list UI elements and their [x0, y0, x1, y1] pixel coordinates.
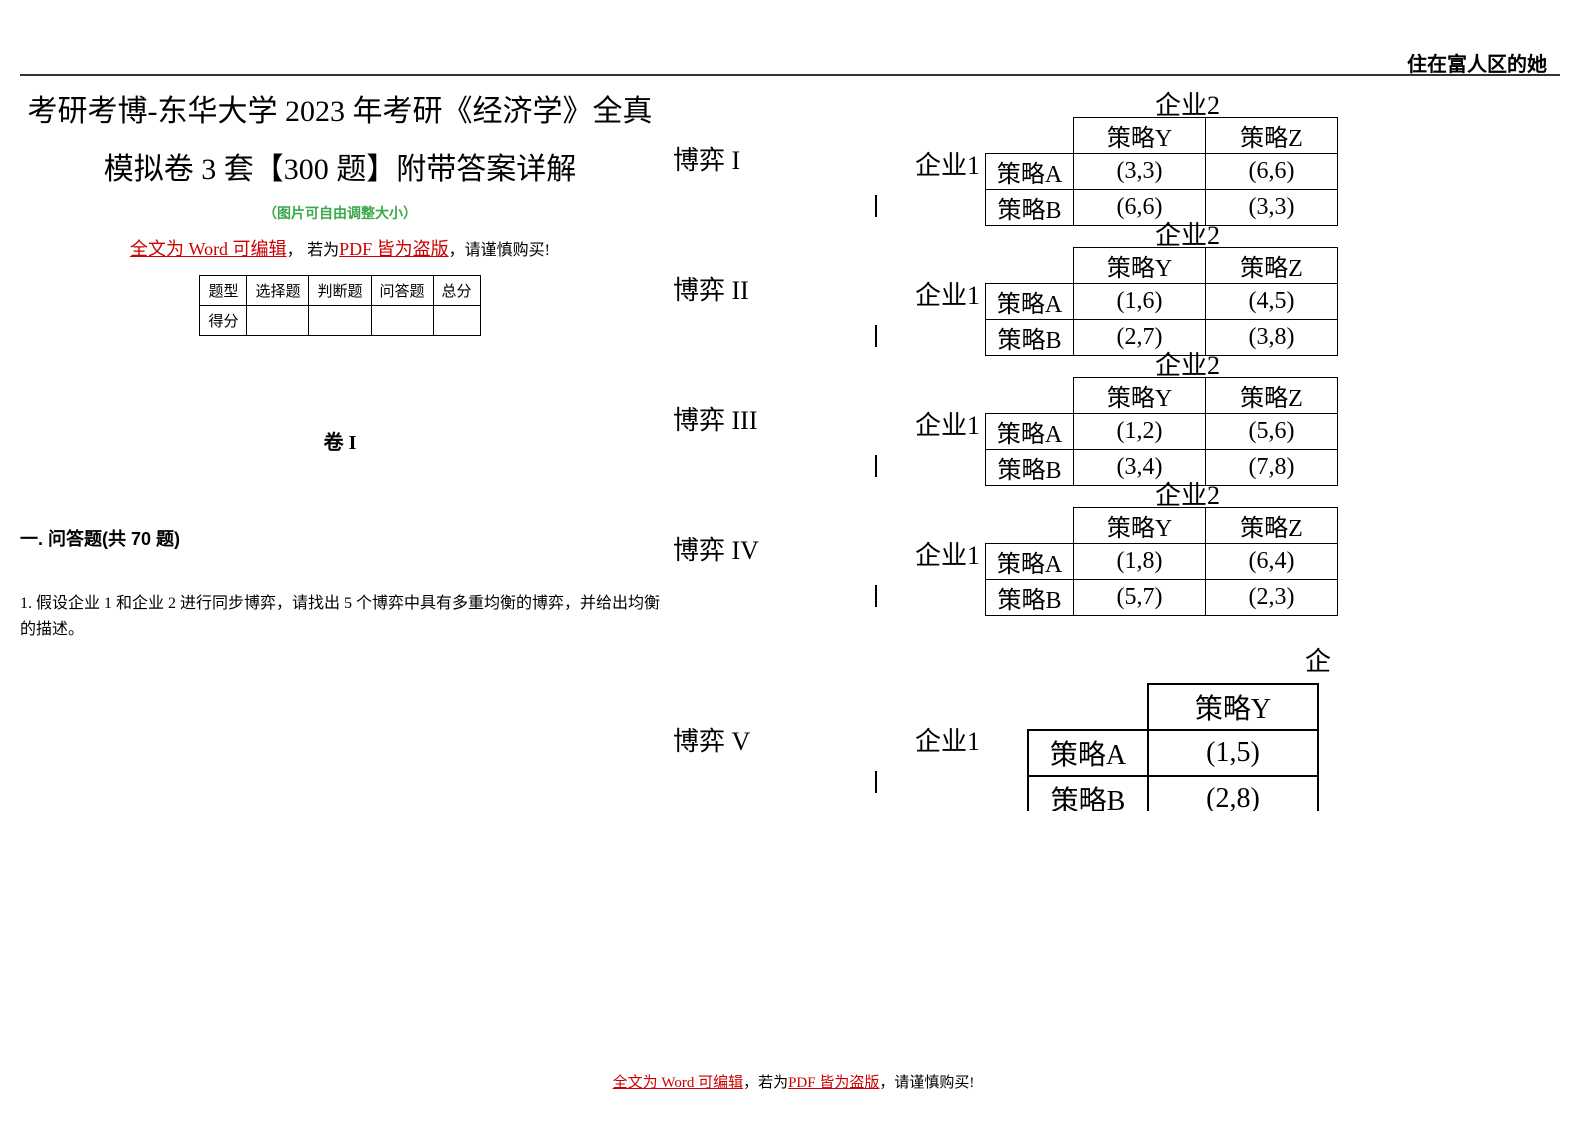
- score-blank-4: [433, 306, 480, 336]
- subtitle-green: （图片可自由调整大小）: [20, 203, 660, 223]
- g4-row-b: 策略B: [986, 580, 1074, 616]
- score-header-row: 题型 选择题 判断题 问答题 总分: [200, 276, 480, 306]
- warn-comma: ，: [287, 242, 303, 259]
- right-column: 博弈 I 企业1 企业2 策略Y策略Z 策略A(3,3)(6,6) 策略B(6,…: [665, 85, 1585, 811]
- left-column: 考研考博-东华大学 2023 年考研《经济学》全真 模拟卷 3 套【300 题】…: [20, 85, 660, 642]
- g2-az: (4,5): [1206, 284, 1338, 320]
- g2-col-z: 策略Z: [1206, 248, 1338, 284]
- g1-row-a: 策略A: [986, 154, 1074, 190]
- game-block-5: 博弈 V 企业1 企 策略Y 策略A(1,5) 策略B(2,8): [665, 641, 1585, 811]
- firm1-label-5: 企业1: [915, 721, 980, 758]
- warn-part2a: 若为: [307, 242, 339, 259]
- g2-row-a: 策略A: [986, 284, 1074, 320]
- payoff-table-4: 策略Y策略Z 策略A(1,8)(6,4) 策略B(5,7)(2,3): [985, 507, 1338, 616]
- divider-5: [875, 771, 877, 793]
- firm1-label-2: 企业1: [915, 275, 980, 312]
- score-h2: 判断题: [309, 276, 371, 306]
- divider-3: [875, 455, 877, 477]
- score-value-row: 得分: [200, 306, 480, 336]
- g3-col-z: 策略Z: [1206, 378, 1338, 414]
- g4-ay: (1,8): [1074, 544, 1206, 580]
- divider-1: [875, 195, 877, 217]
- payoff-table-2: 策略Y策略Z 策略A(1,6)(4,5) 策略B(2,7)(3,8): [985, 247, 1338, 356]
- score-blank-1: [247, 306, 309, 336]
- g4-by: (5,7): [1074, 580, 1206, 616]
- payoff-table-1: 策略Y策略Z 策略A(3,3)(6,6) 策略B(6,6)(3,3): [985, 117, 1338, 226]
- g2-ay: (1,6): [1074, 284, 1206, 320]
- g1-col-z: 策略Z: [1206, 118, 1338, 154]
- game-label-5: 博弈 V: [673, 721, 750, 758]
- firm1-label-4: 企业1: [915, 535, 980, 572]
- g5-row-b: 策略B: [1028, 776, 1148, 811]
- header-note: 住在富人区的她: [1407, 48, 1547, 77]
- g4-bz: (2,3): [1206, 580, 1338, 616]
- score-h1: 选择题: [247, 276, 309, 306]
- payoff-table-5: 策略Y 策略A(1,5) 策略B(2,8): [1027, 683, 1319, 811]
- score-table: 题型 选择题 判断题 问答题 总分 得分: [199, 275, 480, 336]
- footer-p1: 全文为 Word 可编辑: [613, 1075, 743, 1091]
- warn-tail: ，请谨慎购买!: [449, 242, 550, 259]
- game-block-4: 博弈 IV 企业1 企业2 策略Y策略Z 策略A(1,8)(6,4) 策略B(5…: [665, 475, 1585, 605]
- warn-part2: PDF 皆为盗版: [339, 239, 449, 259]
- g1-col-y: 策略Y: [1074, 118, 1206, 154]
- score-h0: 题型: [200, 276, 247, 306]
- g5-by: (2,8): [1148, 776, 1318, 811]
- score-h4: 总分: [433, 276, 480, 306]
- g3-row-a: 策略A: [986, 414, 1074, 450]
- divider-4: [875, 585, 877, 607]
- game-label-4: 博弈 IV: [673, 530, 759, 567]
- question-1: 1. 假设企业 1 和企业 2 进行同步博弈，请找出 5 个博弈中具有多重均衡的…: [20, 591, 660, 642]
- volume-label: 卷 I: [20, 426, 660, 455]
- score-blank-2: [309, 306, 371, 336]
- score-blank-3: [371, 306, 433, 336]
- header-rule: [20, 74, 1560, 76]
- g3-az: (5,6): [1206, 414, 1338, 450]
- footer-tail: ，请谨慎购买!: [879, 1075, 974, 1091]
- g3-ay: (1,2): [1074, 414, 1206, 450]
- firm1-label-1: 企业1: [915, 145, 980, 182]
- game-block-2: 博弈 II 企业1 企业2 策略Y策略Z 策略A(1,6)(4,5) 策略B(2…: [665, 215, 1585, 345]
- g1-ay: (3,3): [1074, 154, 1206, 190]
- footer-warning: 全文为 Word 可编辑，若为PDF 皆为盗版，请谨慎购买!: [0, 1071, 1587, 1092]
- footer-p2: PDF 皆为盗版: [788, 1075, 879, 1091]
- game-label-1: 博弈 I: [673, 140, 740, 177]
- g4-col-y: 策略Y: [1074, 508, 1206, 544]
- game-block-1: 博弈 I 企业1 企业2 策略Y策略Z 策略A(3,3)(6,6) 策略B(6,…: [665, 85, 1585, 215]
- firm1-label-3: 企业1: [915, 405, 980, 442]
- firm2-label-5-partial: 企: [1305, 641, 1331, 678]
- doc-title-line2: 模拟卷 3 套【300 题】附带答案详解: [20, 143, 660, 197]
- piracy-warning: 全文为 Word 可编辑， 若为PDF 皆为盗版，请谨慎购买!: [20, 235, 660, 261]
- divider-2: [875, 325, 877, 347]
- g4-az: (6,4): [1206, 544, 1338, 580]
- score-h3: 问答题: [371, 276, 433, 306]
- score-row-label: 得分: [200, 306, 247, 336]
- g1-az: (6,6): [1206, 154, 1338, 190]
- warn-part1: 全文为 Word 可编辑: [130, 239, 287, 259]
- g4-row-a: 策略A: [986, 544, 1074, 580]
- footer-mid: ，若为: [743, 1075, 788, 1091]
- doc-title-line1: 考研考博-东华大学 2023 年考研《经济学》全真: [20, 85, 660, 139]
- g5-ay: (1,5): [1148, 730, 1318, 776]
- g4-col-z: 策略Z: [1206, 508, 1338, 544]
- game-label-2: 博弈 II: [673, 270, 749, 307]
- g5-col-y: 策略Y: [1148, 684, 1318, 730]
- g3-col-y: 策略Y: [1074, 378, 1206, 414]
- g5-row-a: 策略A: [1028, 730, 1148, 776]
- section-heading: 一. 问答题(共 70 题): [20, 525, 660, 551]
- g2-col-y: 策略Y: [1074, 248, 1206, 284]
- game-block-3: 博弈 III 企业1 企业2 策略Y策略Z 策略A(1,2)(5,6) 策略B(…: [665, 345, 1585, 475]
- game-label-3: 博弈 III: [673, 400, 757, 437]
- payoff-table-3: 策略Y策略Z 策略A(1,2)(5,6) 策略B(3,4)(7,8): [985, 377, 1338, 486]
